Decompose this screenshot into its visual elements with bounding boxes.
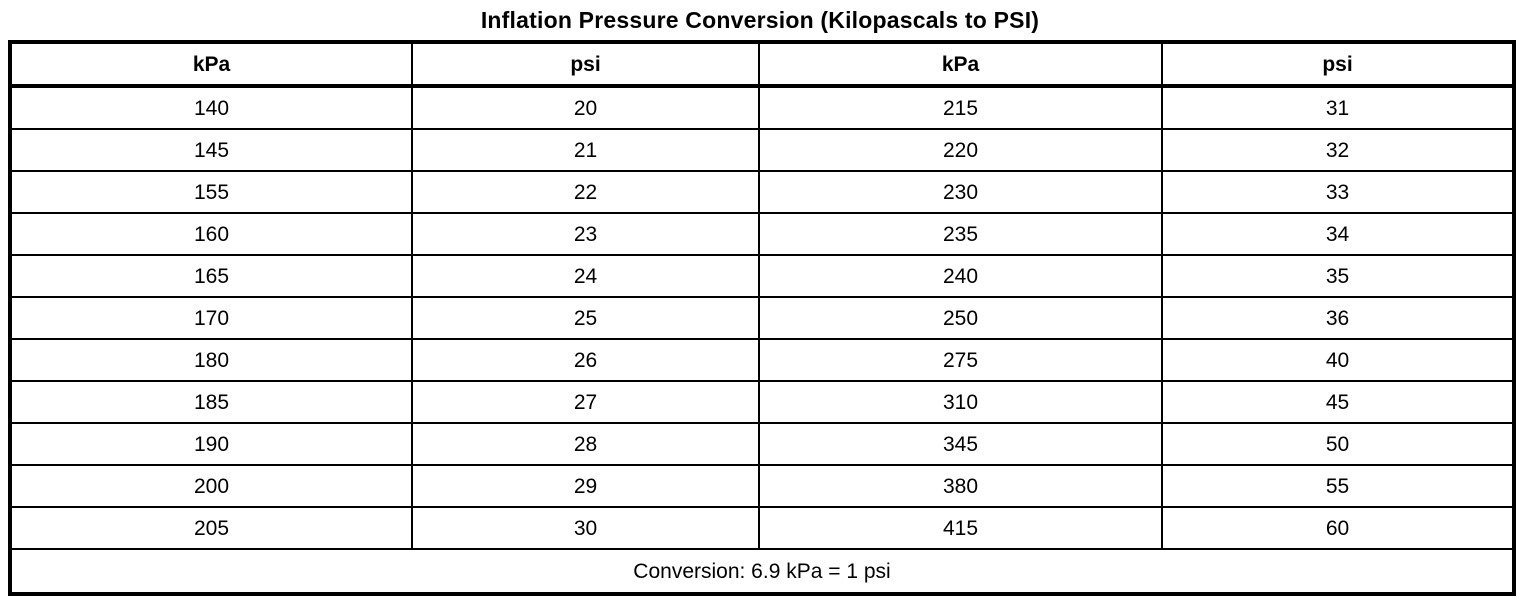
column-header-kpa-left: kPa — [9, 41, 413, 88]
table-cell: 170 — [9, 296, 413, 340]
table-cell: 145 — [9, 128, 413, 172]
table-row: 145 21 220 32 — [9, 128, 1515, 172]
column-header-kpa-right: kPa — [758, 41, 1163, 88]
table-cell: 50 — [1161, 422, 1515, 466]
table-row: 140 20 215 31 — [9, 85, 1515, 130]
table-cell: 185 — [9, 380, 413, 424]
table-cell: 160 — [9, 212, 413, 256]
table-cell: 60 — [1161, 506, 1515, 550]
table-cell: 34 — [1161, 212, 1515, 256]
table-row: 190 28 345 50 — [9, 422, 1515, 466]
table-cell: 24 — [411, 254, 760, 298]
conversion-note: Conversion: 6.9 kPa = 1 psi — [9, 548, 1515, 595]
table-cell: 55 — [1161, 464, 1515, 508]
column-header-psi-left: psi — [411, 41, 760, 88]
table-cell: 275 — [758, 338, 1163, 382]
table-cell: 345 — [758, 422, 1163, 466]
table-cell: 23 — [411, 212, 760, 256]
table-row: 185 27 310 45 — [9, 380, 1515, 424]
table-cell: 415 — [758, 506, 1163, 550]
pressure-conversion-table: kPa psi kPa psi 140 20 215 31 145 21 220… — [8, 40, 1516, 596]
table-cell: 235 — [758, 212, 1163, 256]
table-row: 170 25 250 36 — [9, 296, 1515, 340]
table-cell: 140 — [9, 85, 413, 130]
table-cell: 28 — [411, 422, 760, 466]
table-cell: 180 — [9, 338, 413, 382]
table-row: 200 29 380 55 — [9, 464, 1515, 508]
table-cell: 190 — [9, 422, 413, 466]
table-cell: 22 — [411, 170, 760, 214]
table-cell: 36 — [1161, 296, 1515, 340]
header-row: kPa psi kPa psi — [9, 41, 1515, 88]
table-cell: 33 — [1161, 170, 1515, 214]
table-cell: 220 — [758, 128, 1163, 172]
page-title: Inflation Pressure Conversion (Kilopasca… — [480, 6, 1040, 33]
table-cell: 200 — [9, 464, 413, 508]
table-cell: 250 — [758, 296, 1163, 340]
table-cell: 240 — [758, 254, 1163, 298]
table-row: 160 23 235 34 — [9, 212, 1515, 256]
column-header-psi-right: psi — [1161, 41, 1515, 88]
table-cell: 31 — [1161, 85, 1515, 130]
table-cell: 29 — [411, 464, 760, 508]
table-cell: 205 — [9, 506, 413, 550]
table-cell: 215 — [758, 85, 1163, 130]
table-row: 180 26 275 40 — [9, 338, 1515, 382]
table-cell: 32 — [1161, 128, 1515, 172]
table-cell: 21 — [411, 128, 760, 172]
table-cell: 40 — [1161, 338, 1515, 382]
table-cell: 26 — [411, 338, 760, 382]
table-cell: 380 — [758, 464, 1163, 508]
table-cell: 35 — [1161, 254, 1515, 298]
table-cell: 155 — [9, 170, 413, 214]
table-cell: 20 — [411, 85, 760, 130]
table-row: 165 24 240 35 — [9, 254, 1515, 298]
table-cell: 25 — [411, 296, 760, 340]
table-cell: 45 — [1161, 380, 1515, 424]
table-cell: 310 — [758, 380, 1163, 424]
table-cell: 30 — [411, 506, 760, 550]
table-cell: 27 — [411, 380, 760, 424]
table-cell: 165 — [9, 254, 413, 298]
footer-row: Conversion: 6.9 kPa = 1 psi — [9, 548, 1515, 595]
table-row: 155 22 230 33 — [9, 170, 1515, 214]
table-row: 205 30 415 60 — [9, 506, 1515, 550]
table-cell: 230 — [758, 170, 1163, 214]
